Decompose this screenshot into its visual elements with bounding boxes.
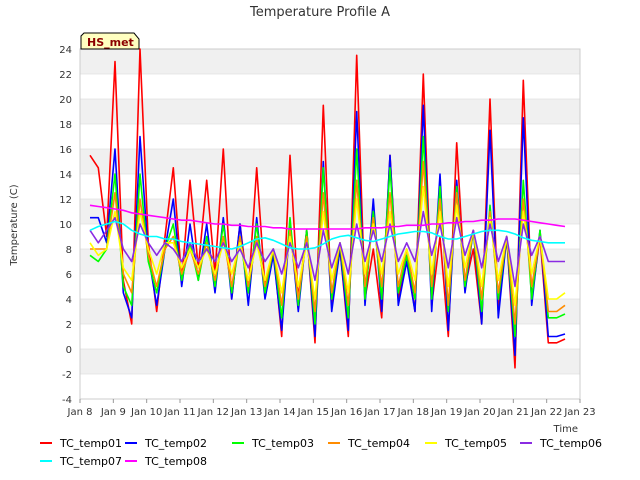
y-tick-label: -2 [62,370,72,381]
legend-label: TC_temp05 [444,437,507,450]
plot-border [79,48,581,400]
x-axis-ticks: Jan 8 Jan 9 Jan 10 Jan 11 Jan 12 Jan 13 Jan 14… [67,399,596,418]
series-line-tc_temp06 [89,210,565,288]
grid-band [80,149,580,174]
y-tick-label: 12 [59,195,72,206]
series-line-tc_temp08 [89,204,566,230]
legend-label: TC_temp03 [251,437,314,450]
y-tick-label: 16 [59,145,72,156]
legend-label: TC_temp07 [59,455,122,468]
x-tick-label: Jan 11 [163,407,195,418]
series-lines [89,48,566,369]
y-tick-label: 24 [59,45,72,56]
y-tick-label: 10 [59,220,72,231]
grid-band [80,349,580,374]
grid-band [80,299,580,324]
x-axis-title: Time [553,424,578,435]
y-tick-label: 8 [66,245,72,256]
y-tick-label: 20 [59,95,72,106]
x-tick-label: Jan 13 [230,407,262,418]
y-tick-label: 22 [59,70,72,81]
legend-label: TC_temp02 [144,437,207,450]
legend-label: TC_temp04 [347,437,410,450]
legend-label: TC_temp01 [59,437,122,450]
x-tick-label: Jan 23 [563,407,595,418]
grid-band [80,99,580,124]
x-tick-label: Jan 17 [363,407,395,418]
grid-band [80,49,580,74]
x-tick-label: Jan 14 [263,407,295,418]
x-tick-label: Jan 9 [100,407,126,418]
chart-title: Temperature Profile A [249,5,390,20]
x-tick-label: Jan 18 [397,407,429,418]
x-tick-label: Jan 15 [297,407,329,418]
x-tick-label: Jan 10 [130,407,162,418]
station-badge: HS_met [80,32,140,50]
y-tick-label: 14 [59,170,72,181]
y-tick-label: 6 [66,270,72,281]
y-tick-label: 18 [59,120,72,131]
x-tick-label: Jan 8 [67,407,93,418]
station-badge-label: HS_met [87,36,134,49]
legend-label: TC_temp06 [539,437,602,450]
y-tick-label: 4 [66,295,72,306]
y-tick-label: -4 [62,395,72,406]
x-tick-label: Jan 21 [497,407,529,418]
plot-background [79,48,581,400]
grid-band [80,199,580,224]
y-axis-title: Temperature (C) [9,184,20,266]
series-line-tc_temp07 [89,220,565,250]
x-tick-label: Jan 22 [530,407,562,418]
legend-label: TC_temp08 [144,455,207,468]
x-tick-label: Jan 16 [330,407,362,418]
y-tick-label: 0 [66,345,72,356]
x-tick-label: Jan 19 [430,407,462,418]
legend: TC_temp01 TC_temp02 TC_temp03 TC_temp04 TC_t… [40,437,602,468]
y-tick-label: 2 [66,320,72,331]
x-tick-label: Jan 12 [197,407,229,418]
x-tick-label: Jan 20 [463,407,495,418]
